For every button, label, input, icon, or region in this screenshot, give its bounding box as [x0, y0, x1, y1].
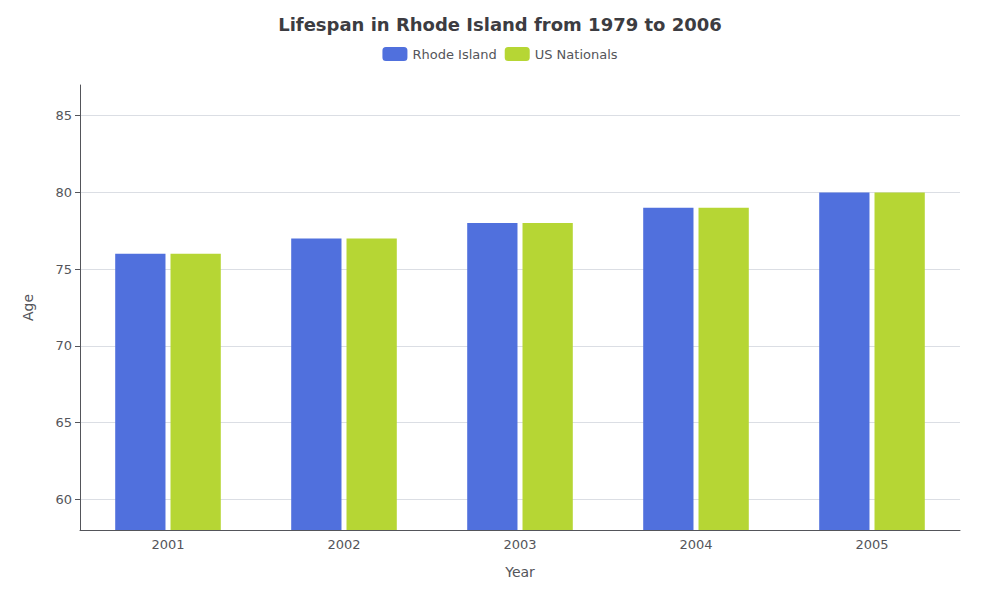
svg-text:80: 80: [55, 185, 72, 200]
svg-text:2001: 2001: [151, 537, 184, 552]
svg-text:75: 75: [55, 262, 72, 277]
svg-text:Year: Year: [504, 564, 535, 580]
svg-text:2004: 2004: [679, 537, 712, 552]
svg-text:US Nationals: US Nationals: [535, 47, 618, 62]
svg-text:Age: Age: [20, 294, 36, 321]
svg-text:60: 60: [55, 492, 72, 507]
svg-text:2003: 2003: [503, 537, 536, 552]
svg-text:70: 70: [55, 338, 72, 353]
svg-text:2005: 2005: [855, 537, 888, 552]
svg-text:2002: 2002: [327, 537, 360, 552]
svg-text:85: 85: [55, 108, 72, 123]
svg-text:Lifespan in Rhode Island from: Lifespan in Rhode Island from 1979 to 20…: [278, 14, 722, 35]
svg-text:Rhode Island: Rhode Island: [412, 47, 496, 62]
svg-text:65: 65: [55, 415, 72, 430]
